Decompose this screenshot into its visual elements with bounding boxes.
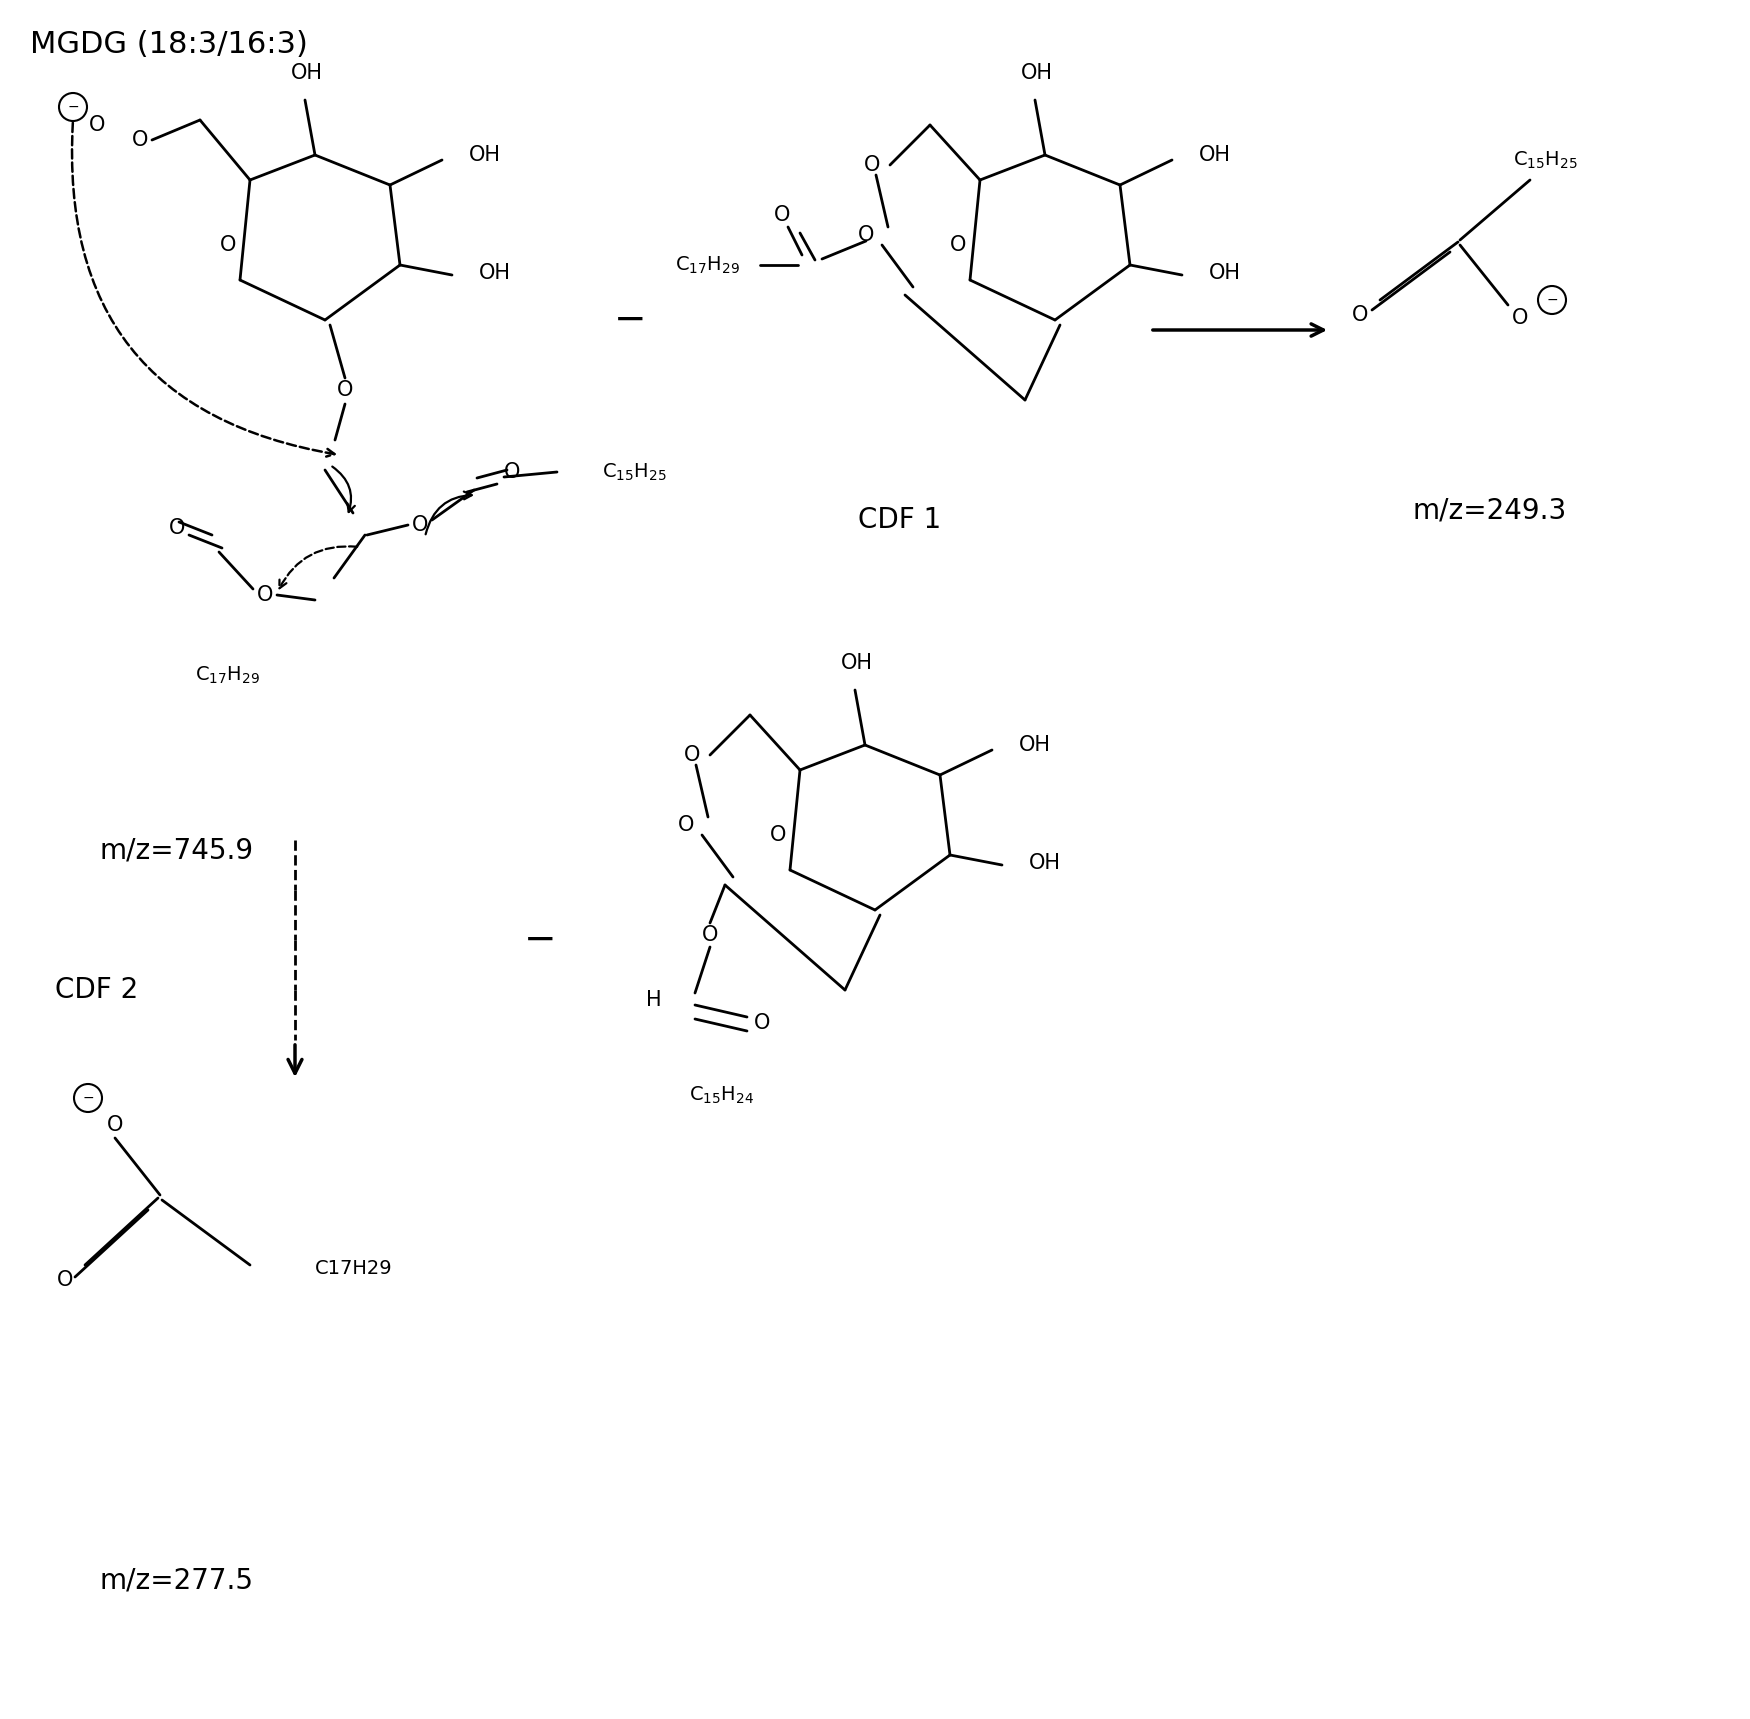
Text: C$_{15}$H$_{24}$: C$_{15}$H$_{24}$: [690, 1085, 754, 1105]
Text: O: O: [504, 462, 520, 481]
Text: O: O: [257, 584, 273, 605]
Text: O: O: [950, 236, 966, 254]
Text: −: −: [614, 301, 646, 339]
Text: O: O: [107, 1116, 123, 1135]
Text: O: O: [754, 1012, 770, 1033]
Text: H: H: [646, 990, 662, 1011]
Text: m/z=249.3: m/z=249.3: [1412, 497, 1568, 524]
Text: O: O: [220, 236, 236, 254]
Text: C$_{17}$H$_{29}$: C$_{17}$H$_{29}$: [194, 664, 259, 686]
Text: O: O: [1512, 308, 1528, 328]
Text: m/z=277.5: m/z=277.5: [100, 1566, 254, 1594]
Text: C$_{17}$H$_{29}$: C$_{17}$H$_{29}$: [676, 254, 740, 275]
Text: −: −: [1547, 292, 1558, 308]
Text: C$_{15}$H$_{25}$: C$_{15}$H$_{25}$: [1512, 150, 1577, 170]
Text: O: O: [774, 205, 791, 225]
Text: OH: OH: [1199, 144, 1230, 165]
Text: −: −: [82, 1092, 94, 1105]
Text: −: −: [523, 921, 556, 959]
Text: m/z=745.9: m/z=745.9: [100, 835, 254, 865]
Text: OH: OH: [1018, 736, 1052, 755]
Text: O: O: [56, 1270, 74, 1289]
Text: O: O: [1351, 304, 1368, 325]
Text: −: −: [66, 100, 79, 113]
Text: O: O: [168, 517, 186, 538]
Text: O: O: [684, 744, 700, 765]
Text: C$_{15}$H$_{25}$: C$_{15}$H$_{25}$: [602, 461, 667, 483]
Text: OH: OH: [1029, 853, 1060, 873]
Text: O: O: [858, 225, 875, 246]
Text: MGDG (18:3/16:3): MGDG (18:3/16:3): [30, 29, 308, 58]
Text: O: O: [677, 815, 695, 835]
Text: OH: OH: [1209, 263, 1241, 284]
Text: O: O: [411, 516, 429, 535]
Text: OH: OH: [469, 144, 500, 165]
Text: OH: OH: [842, 653, 873, 674]
Text: O: O: [131, 131, 149, 150]
Text: CDF 2: CDF 2: [54, 976, 138, 1004]
Text: OH: OH: [480, 263, 511, 284]
Text: OH: OH: [290, 64, 324, 83]
Text: CDF 1: CDF 1: [859, 505, 942, 535]
Text: O: O: [702, 925, 717, 945]
Text: O: O: [89, 115, 105, 136]
Text: O: O: [770, 825, 786, 846]
Text: O: O: [336, 380, 354, 401]
Text: O: O: [864, 155, 880, 175]
Text: OH: OH: [1020, 64, 1054, 83]
Text: C17H29: C17H29: [315, 1258, 392, 1277]
